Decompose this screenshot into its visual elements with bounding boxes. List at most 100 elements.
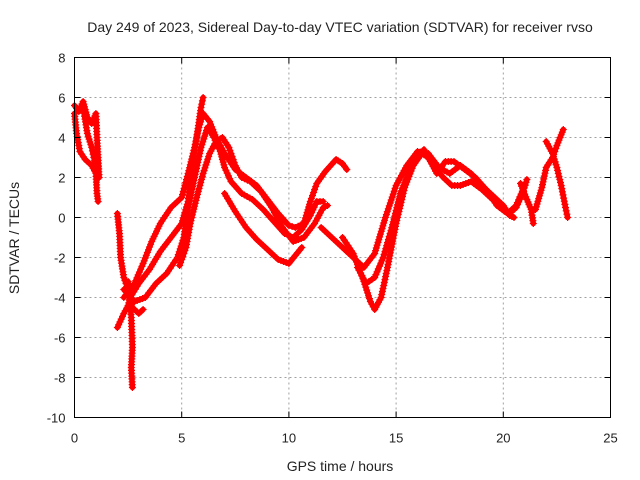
data-point (387, 227, 395, 234)
data-point (529, 220, 537, 227)
data-point (311, 186, 319, 193)
data-point (91, 160, 99, 168)
y-tick-label: 6 (58, 91, 65, 106)
data-point (179, 253, 187, 260)
data-point (194, 191, 201, 198)
data-point (91, 157, 98, 165)
data-point (197, 104, 205, 111)
y-tick-label: 2 (58, 171, 65, 186)
data-point (382, 245, 390, 252)
y-tick-label: -6 (54, 331, 66, 346)
x-axis-label: GPS time / hours (287, 458, 394, 474)
series-track-9 (176, 134, 331, 269)
data-point (95, 174, 103, 181)
data-point (199, 94, 207, 101)
data-point (179, 188, 187, 195)
data-point (183, 173, 191, 180)
series-track-15 (542, 138, 572, 221)
data-point (196, 182, 204, 189)
tick-label-layer: 0 5 10 15 20 25 -10 -8 -6 -4 -2 0 2 4 6 8 (47, 51, 618, 446)
data-point (225, 144, 233, 151)
data-point (178, 256, 186, 263)
data-point (176, 262, 184, 269)
data-point (312, 183, 320, 190)
data-point (559, 126, 567, 133)
series-track-14 (532, 126, 567, 213)
data-point (193, 194, 201, 201)
grid-layer (74, 57, 611, 418)
y-tick-label: -2 (54, 251, 66, 266)
data-point (383, 242, 391, 249)
data-point (180, 185, 188, 192)
data-point (554, 170, 562, 177)
data-point (562, 207, 570, 215)
data-point (563, 210, 571, 218)
data-point (182, 179, 190, 186)
data-point (319, 198, 327, 205)
y-tick-label: -4 (54, 291, 66, 306)
y-axis-label: SDTVAR / TECUs (6, 182, 22, 294)
x-tick-label: 5 (178, 431, 185, 446)
data-point (194, 188, 202, 195)
data-point (379, 285, 387, 292)
chart-title: Day 249 of 2023, Sidereal Day-to-day VTE… (87, 19, 593, 35)
data-point (177, 259, 185, 266)
data-point (226, 147, 234, 154)
data-point (194, 156, 202, 163)
data-point (380, 251, 388, 258)
data-point (343, 166, 351, 173)
data-point (185, 198, 193, 205)
data-point (555, 173, 563, 180)
series-track-13 (354, 146, 529, 287)
data-point (227, 150, 235, 157)
data-point (139, 306, 147, 313)
data-point (324, 202, 331, 209)
data-point (378, 291, 386, 298)
data-point (554, 167, 562, 174)
data-point (178, 194, 186, 201)
series-track-8 (120, 124, 327, 305)
data-point (183, 176, 190, 183)
data-point (384, 236, 392, 243)
data-point (92, 164, 100, 171)
data-point (380, 279, 388, 286)
data-point (307, 195, 315, 202)
data-point (191, 171, 199, 178)
data-point (181, 182, 189, 189)
data-point (193, 162, 201, 169)
data-point (288, 223, 296, 230)
data-point (285, 222, 293, 229)
data-point (189, 183, 197, 190)
data-layer (71, 94, 572, 391)
data-point (228, 153, 236, 160)
data-point (385, 233, 393, 240)
data-point (562, 204, 569, 211)
data-point (88, 147, 96, 155)
data-point (180, 250, 188, 257)
data-point (386, 199, 394, 207)
data-point (510, 214, 518, 221)
y-tick-label: -8 (54, 371, 66, 386)
data-point (181, 247, 189, 254)
data-point (187, 189, 195, 196)
series-track (339, 150, 530, 313)
series-track-10 (221, 190, 306, 267)
data-point (88, 144, 96, 151)
data-point (384, 239, 391, 246)
series-track-3 (79, 104, 100, 171)
data-point (298, 244, 306, 251)
y-tick-label: 4 (58, 131, 65, 146)
data-point (196, 150, 204, 157)
data-point (184, 204, 192, 211)
data-point (190, 177, 198, 184)
data-point (558, 185, 566, 193)
data-point (564, 214, 572, 221)
data-point (198, 97, 206, 105)
data-point (179, 191, 186, 198)
data-point (94, 198, 102, 205)
tick-layer (74, 57, 611, 418)
data-point (553, 164, 561, 171)
data-point (381, 248, 389, 255)
